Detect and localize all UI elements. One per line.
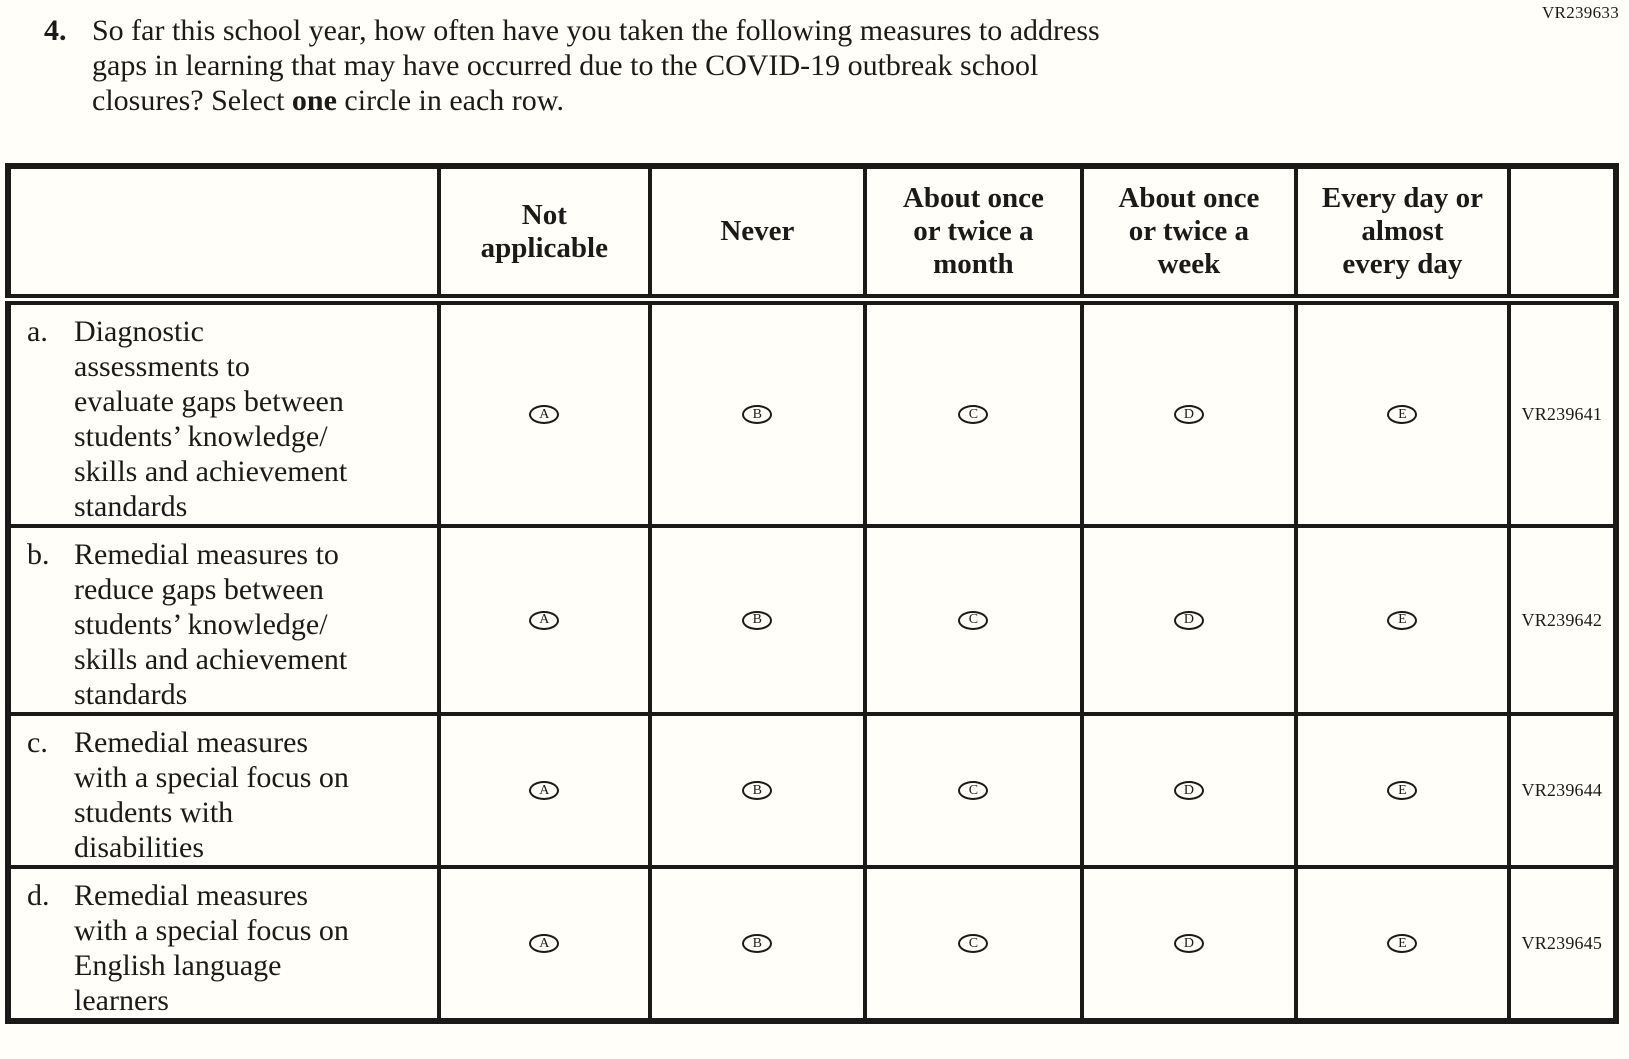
option-bubble[interactable]: A [529,405,560,425]
bubble-letter: D [1183,935,1194,951]
option-bubble[interactable]: C [958,405,989,425]
option-bubble[interactable]: E [1387,781,1418,801]
option-cell: D [1079,297,1299,528]
column-header-once-twice-week: About once or twice a week [1079,164,1299,305]
option-bubble[interactable]: D [1173,405,1204,425]
bubble-letter: D [1183,406,1194,422]
option-bubble[interactable]: D [1173,781,1204,801]
option-bubble[interactable]: C [958,610,989,630]
table-row-a: a. Diagnostic assessments to evaluate ga… [5,297,1619,528]
bubble-letter: B [752,406,763,422]
question-number: 4. [44,14,67,47]
bubble-letter: B [752,935,763,951]
option-cell: C [863,865,1084,1023]
bubble-letter: A [539,406,550,422]
header-code-cell [1506,164,1619,305]
option-cell: A [437,524,652,716]
bubble-letter: C [968,406,979,422]
option-bubble[interactable]: E [1387,405,1418,425]
row-code: VR239645 [1506,865,1619,1023]
question-text-part2: circle in each row. [336,84,565,117]
column-header-every-day: Every day or almost every day [1294,164,1511,305]
option-cell: B [647,297,868,528]
question-4: 4. So far this school year, how often ha… [0,0,1629,118]
option-bubble[interactable]: D [1173,934,1204,954]
option-bubble[interactable]: A [529,781,560,801]
option-cell: C [863,524,1084,716]
bubble-letter: C [968,935,979,951]
option-bubble[interactable]: E [1387,934,1418,954]
header-blank-cell [5,164,442,305]
row-text: Remedial measures with a special focus o… [74,726,349,864]
row-code: VR239644 [1506,712,1619,869]
row-letter: d. [27,879,50,912]
option-cell: A [437,865,652,1023]
bubble-letter: E [1398,935,1407,951]
option-cell: C [863,712,1084,869]
column-header-never: Never [647,164,868,305]
option-cell: E [1294,712,1511,869]
row-text: Remedial measures to reduce gaps between… [74,538,348,711]
option-bubble[interactable]: B [742,610,773,630]
row-item-cell: b. Remedial measures to reduce gaps betw… [5,524,442,716]
bubble-letter: B [752,612,763,628]
row-code: VR239642 [1506,524,1619,716]
bubble-letter: D [1183,782,1194,798]
option-bubble[interactable]: B [742,934,773,954]
bubble-letter: C [968,612,979,628]
response-grid: Not applicable Never About once or twice… [5,163,1619,1024]
table-row-d: d. Remedial measures with a special focu… [5,865,1619,1023]
option-cell: E [1294,297,1511,528]
bubble-letter: E [1398,406,1407,422]
option-cell: D [1079,524,1299,716]
column-header-once-twice-month: About once or twice a month [863,164,1084,305]
bubble-letter: C [968,782,979,798]
option-cell: B [647,524,868,716]
bubble-letter: D [1183,612,1194,628]
row-letter: c. [27,726,48,759]
option-cell: D [1079,712,1299,869]
table-row-b: b. Remedial measures to reduce gaps betw… [5,524,1619,716]
bubble-letter: A [539,612,550,628]
question-text: So far this school year, how often have … [92,13,1100,118]
option-cell: E [1294,524,1511,716]
option-bubble[interactable]: C [958,934,989,954]
bubble-letter: B [752,782,763,798]
bubble-letter: E [1398,612,1407,628]
option-bubble[interactable]: A [529,934,560,954]
column-header-not-applicable: Not applicable [437,164,652,305]
row-letter: b. [27,538,50,571]
row-letter: a. [27,315,48,348]
option-bubble[interactable]: D [1173,610,1204,630]
bubble-letter: A [539,935,550,951]
row-item-cell: c. Remedial measures with a special focu… [5,712,442,869]
row-text: Diagnostic assessments to evaluate gaps … [74,315,348,523]
question-bold-word: one [291,84,337,117]
option-cell: B [647,865,868,1023]
option-cell: A [437,712,652,869]
option-bubble[interactable]: A [529,610,560,630]
option-cell: D [1079,865,1299,1023]
option-cell: A [437,297,652,528]
question-text-part1: So far this school year, how often have … [92,14,1100,117]
option-bubble[interactable]: B [742,405,773,425]
option-cell: B [647,712,868,869]
row-code: VR239641 [1506,297,1619,528]
option-cell: E [1294,865,1511,1023]
table-row-c: c. Remedial measures with a special focu… [5,712,1619,869]
bubble-letter: E [1398,782,1407,798]
header-row: Not applicable Never About once or twice… [5,164,1619,305]
option-bubble[interactable]: B [742,781,773,801]
bubble-letter: A [539,782,550,798]
option-bubble[interactable]: C [958,781,989,801]
row-text: Remedial measures with a special focus o… [74,879,349,1017]
row-item-cell: d. Remedial measures with a special focu… [5,865,442,1023]
option-cell: C [863,297,1084,528]
row-item-cell: a. Diagnostic assessments to evaluate ga… [5,297,442,528]
option-bubble[interactable]: E [1387,610,1418,630]
form-code: VR239633 [1541,3,1619,22]
